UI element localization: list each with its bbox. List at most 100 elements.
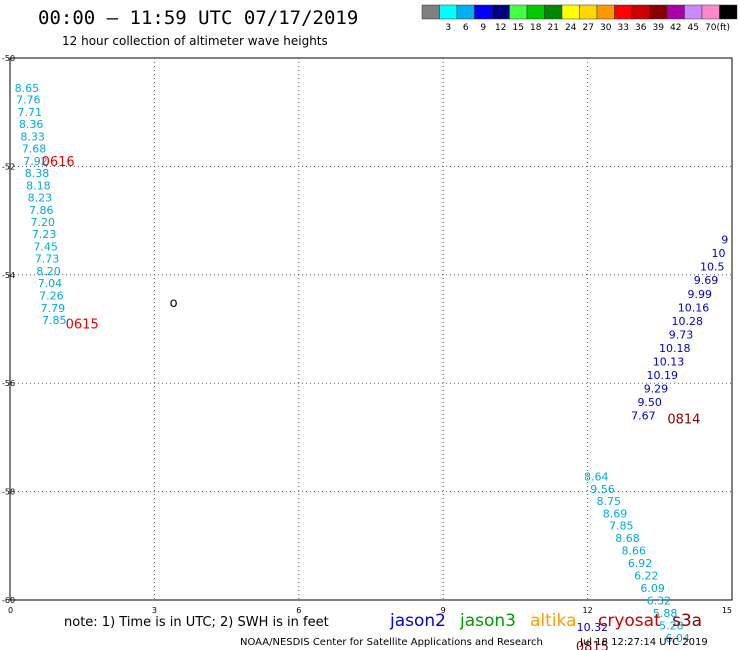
satellite-label-jason2: jason2 [389,611,446,631]
data-point-label: 10 [712,247,726,260]
data-point-label: 9.73 [669,328,694,341]
data-point-label: 10.16 [678,301,710,314]
legend-swatch [456,4,475,20]
legend-label: 39 [653,23,665,33]
data-point-label: 8.66 [622,545,647,558]
legend-swatch [561,4,580,20]
legend-label: 3 [445,23,451,33]
y-tick-label: -60 [2,596,15,605]
data-point-label: 10.19 [646,369,678,382]
data-point-label: 7.26 [39,289,64,302]
footer-credit: NOAA/NESDIS Center for Satellite Applica… [240,637,543,648]
y-tick-label: -50 [2,54,15,63]
data-point-label: 8.75 [597,495,622,508]
legend-label: 30 [600,23,612,33]
legend-swatch [421,4,440,20]
legend-label: 15 [513,23,524,33]
legend-swatch [579,4,598,20]
data-point-label: 8.18 [26,179,51,192]
data-point-label: 7.23 [32,228,57,241]
data-point-label: 10.18 [659,342,691,355]
data-point-label: 7.85 [609,520,634,533]
data-point-label: 6.09 [640,582,665,595]
data-point-label: 7.85 [42,314,67,327]
data-point-label: 7.76 [16,94,41,107]
pass-annotation: 0814 [667,412,700,427]
data-point-label: 10.13 [653,356,685,369]
legend-swatch [474,4,493,20]
x-tick-label: 9 [441,606,446,615]
footer-note: note: 1) Time is in UTC; 2) SWH is in fe… [64,615,329,630]
legend-label: 24 [565,23,577,33]
legend-swatch [614,4,633,20]
axis-ticks: 0 3 6 9 12 15 -50 -52 -54 -56 -58 -60 [2,54,732,615]
data-point-label: 8.36 [19,118,44,131]
legend-label: 45 [688,23,699,33]
data-point-label: 8.64 [584,470,609,483]
y-tick-label: -52 [2,162,15,171]
legend-swatch [649,4,668,20]
legend-label: 36 [635,23,647,33]
footer-timestamp: Jul 18 12:27:14 UTC 2019 [579,637,708,648]
data-point-label: 8.69 [603,507,628,520]
satellite-label-s3a: s3a [672,611,702,631]
y-tick-label: -58 [2,488,15,497]
data-point-label: 8.38 [25,167,50,180]
x-tick-label: 15 [722,606,732,615]
color-legend: 3 6 9 12 15 18 21 24 27 30 33 36 39 42 45 70 (ft) [421,4,738,33]
legend-swatch [666,4,685,20]
data-point-label: 6.92 [628,557,653,570]
pass-annotation: 0615 [66,318,99,333]
legend-label: 42 [670,23,681,33]
legend-label: 33 [618,23,629,33]
data-point-label: 8.68 [615,532,640,545]
y-tick-label: -54 [2,271,15,280]
data-point-label: 5.88 [653,607,678,620]
data-point-label: 5.28 [659,619,684,632]
y-tick-label: -56 [2,379,15,388]
data-point-label: 7.79 [41,302,66,315]
plot-frame [9,57,733,601]
data-point-label: 7.73 [35,253,60,266]
data-labels: 8.657.767.718.368.337.687.928.388.188.23… [15,82,729,645]
x-tick-label: 6 [296,606,301,615]
data-point-label: 10.5 [700,261,725,274]
data-point-label: 8.65 [15,82,40,95]
data-point-label: 7.20 [30,216,55,229]
x-tick-label: 3 [152,606,157,615]
legend-label: 21 [548,23,559,33]
legend-label: 9 [480,23,486,33]
data-point-label: 8.33 [20,131,45,144]
data-point-label: 9 [721,234,728,247]
data-point-label: 6.32 [647,595,672,608]
data-point-label: 7.92 [23,155,48,168]
data-point-label: 7.71 [17,106,42,119]
data-point-label: 9.29 [644,383,669,396]
legend-swatch [509,4,528,20]
data-point-label: 10.28 [671,315,703,328]
pass-annotations: 0616 0615 0814 0815 o [42,155,701,650]
data-point-label: 10.32 [577,621,609,634]
data-point-label: 7.45 [33,241,58,254]
pass-annotation: 0616 [42,155,75,170]
legend-swatch [631,4,650,20]
pass-annotation: o [170,296,178,311]
satellite-legend: jason2 jason3 altika cryosat s3a [389,611,702,631]
data-point-label: 7.68 [22,143,47,156]
legend-swatch [719,4,738,20]
legend-swatch [684,4,703,20]
legend-unit: (ft) [717,23,731,33]
pass-annotation: 0815 [576,640,609,650]
legend-swatch [491,4,510,20]
chart-title: 00:00 – 11:59 UTC 07/17/2019 [38,7,358,29]
legend-swatch [701,4,720,20]
legend-swatch [596,4,615,20]
data-point-label: 6.22 [634,570,659,583]
x-tick-label: 12 [583,606,593,615]
legend-label: 6 [463,23,469,33]
data-point-label: 9.69 [694,274,719,287]
data-point-label: 7.67 [631,410,656,423]
data-point-label: 9.99 [688,288,713,301]
data-point-label: 9.50 [637,396,662,409]
